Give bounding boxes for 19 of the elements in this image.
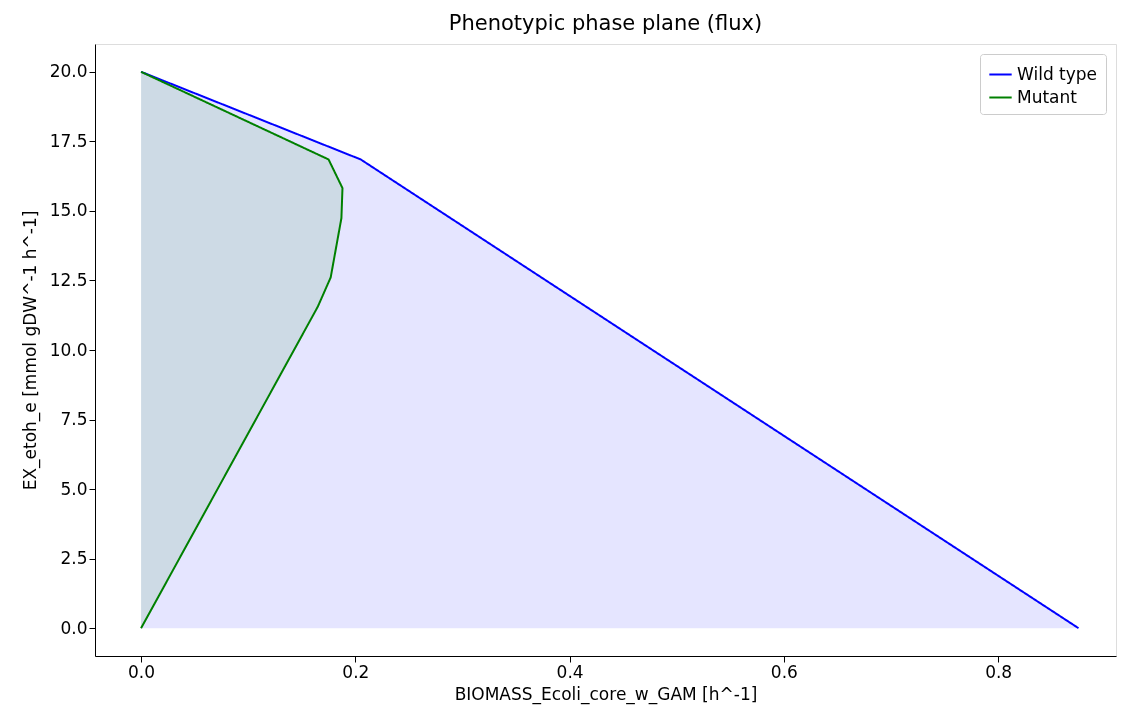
- x-tick-label: 0.6: [770, 661, 798, 682]
- y-tick-label: 15.0: [49, 200, 88, 221]
- x-tick-label: 0.4: [556, 661, 584, 682]
- legend-label: Wild type: [1017, 63, 1098, 84]
- y-tick-label: 12.5: [49, 269, 88, 290]
- x-tick-label: 0.0: [128, 661, 156, 682]
- y-tick-label: 20.0: [49, 61, 88, 82]
- y-tick-label: 7.5: [60, 409, 88, 430]
- chart-title: Phenotypic phase plane (flux): [448, 11, 763, 35]
- y-tick-label: 2.5: [60, 548, 88, 569]
- y-tick-label: 0.0: [60, 617, 88, 638]
- y-axis-title: EX_etoh_e [mmol gDW^-1 h^-1]: [19, 210, 41, 491]
- y-tick-label: 5.0: [60, 478, 88, 499]
- x-tick-label: 0.2: [342, 661, 370, 682]
- y-tick-label: 10.0: [49, 339, 88, 360]
- y-tick-label: 17.5: [49, 130, 88, 151]
- legend-label: Mutant: [1017, 86, 1078, 107]
- x-axis-title: BIOMASS_Ecoli_core_w_GAM [h^-1]: [454, 683, 758, 705]
- x-tick-label: 0.8: [985, 661, 1013, 682]
